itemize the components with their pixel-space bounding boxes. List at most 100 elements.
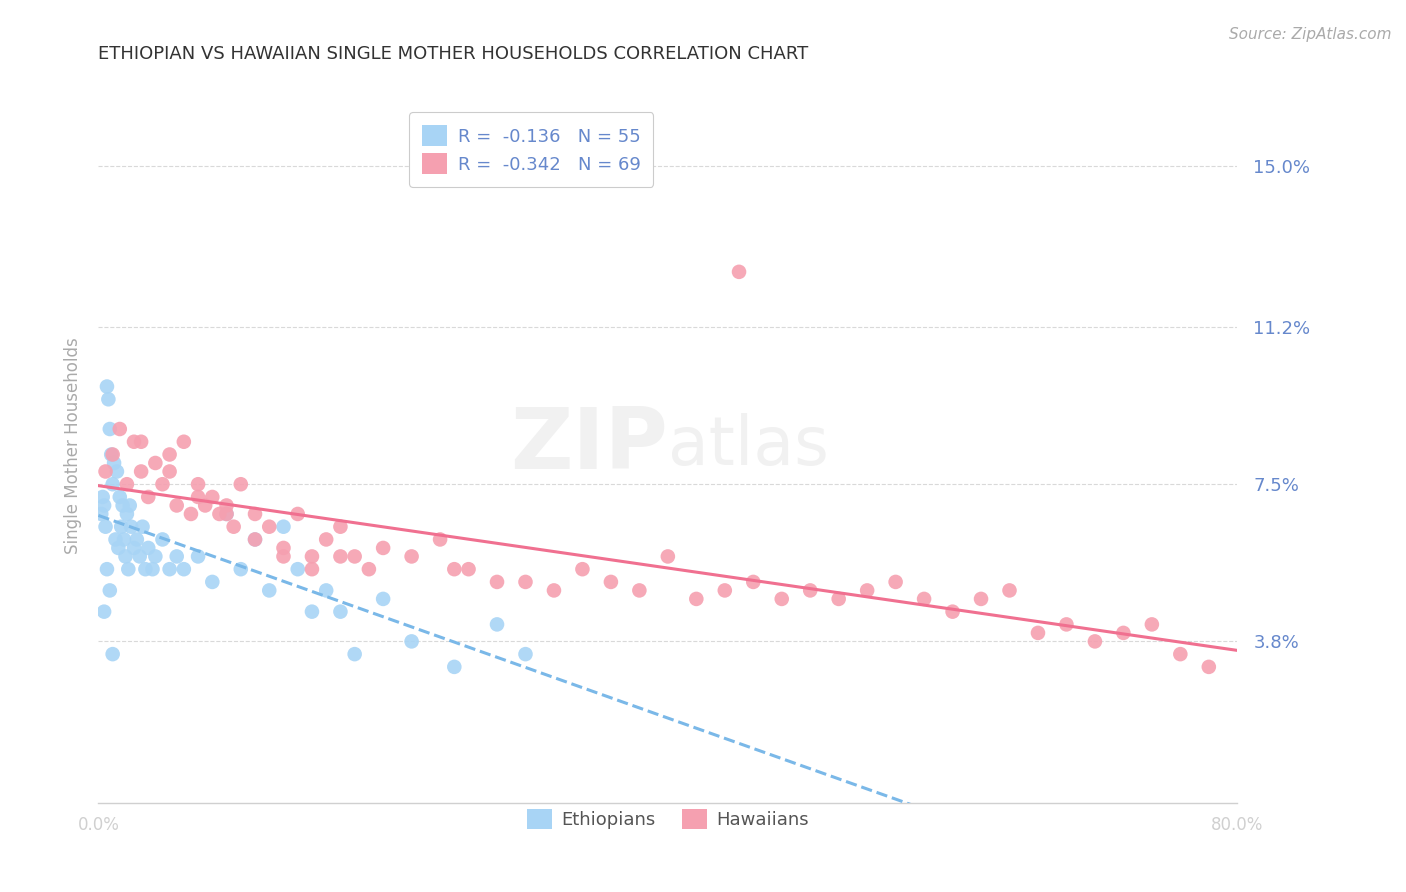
- Point: [657, 549, 679, 564]
- Point: [201, 490, 224, 504]
- Point: [912, 591, 935, 606]
- Point: [145, 549, 167, 564]
- Point: [443, 660, 465, 674]
- Point: [486, 574, 509, 589]
- Point: [129, 465, 152, 479]
- Point: [104, 533, 127, 547]
- Point: [1026, 626, 1049, 640]
- Point: [166, 499, 188, 513]
- Point: [115, 477, 138, 491]
- Point: [429, 533, 451, 547]
- Point: [685, 591, 707, 606]
- Point: [110, 519, 132, 533]
- Point: [105, 465, 128, 479]
- Point: [884, 574, 907, 589]
- Point: [136, 541, 159, 555]
- Point: [1056, 617, 1078, 632]
- Point: [1170, 647, 1192, 661]
- Point: [600, 574, 623, 589]
- Point: [371, 591, 394, 606]
- Point: [114, 549, 136, 564]
- Point: [273, 519, 295, 533]
- Point: [243, 533, 266, 547]
- Point: [287, 507, 309, 521]
- Point: [100, 448, 122, 462]
- Point: [728, 265, 751, 279]
- Point: [108, 422, 131, 436]
- Point: [122, 434, 145, 449]
- Point: [1198, 660, 1220, 674]
- Point: [243, 533, 266, 547]
- Point: [93, 499, 115, 513]
- Point: [301, 562, 323, 576]
- Point: [120, 519, 142, 533]
- Point: [187, 549, 209, 564]
- Point: [173, 434, 195, 449]
- Point: [103, 456, 125, 470]
- Point: [315, 583, 337, 598]
- Point: [166, 549, 188, 564]
- Point: [215, 507, 238, 521]
- Text: ETHIOPIAN VS HAWAIIAN SINGLE MOTHER HOUSEHOLDS CORRELATION CHART: ETHIOPIAN VS HAWAIIAN SINGLE MOTHER HOUS…: [98, 45, 808, 62]
- Point: [107, 541, 129, 555]
- Point: [273, 549, 295, 564]
- Point: [141, 562, 163, 576]
- Point: [222, 519, 245, 533]
- Point: [152, 533, 174, 547]
- Point: [1140, 617, 1163, 632]
- Point: [194, 499, 217, 513]
- Point: [94, 465, 117, 479]
- Point: [122, 541, 145, 555]
- Point: [208, 507, 231, 521]
- Point: [259, 519, 281, 533]
- Text: Source: ZipAtlas.com: Source: ZipAtlas.com: [1229, 27, 1392, 42]
- Point: [401, 634, 423, 648]
- Point: [229, 562, 252, 576]
- Point: [486, 617, 509, 632]
- Point: [118, 499, 141, 513]
- Point: [201, 574, 224, 589]
- Point: [315, 533, 337, 547]
- Point: [96, 562, 118, 576]
- Point: [273, 541, 295, 555]
- Point: [329, 549, 352, 564]
- Point: [187, 477, 209, 491]
- Legend: Ethiopians, Hawaiians: Ethiopians, Hawaiians: [519, 801, 817, 837]
- Point: [828, 591, 851, 606]
- Point: [215, 507, 238, 521]
- Point: [998, 583, 1021, 598]
- Point: [443, 562, 465, 576]
- Point: [187, 490, 209, 504]
- Point: [173, 562, 195, 576]
- Point: [770, 591, 793, 606]
- Point: [259, 583, 281, 598]
- Point: [287, 562, 309, 576]
- Point: [145, 456, 167, 470]
- Point: [457, 562, 479, 576]
- Point: [243, 507, 266, 521]
- Point: [799, 583, 821, 598]
- Text: atlas: atlas: [668, 413, 828, 479]
- Point: [101, 448, 124, 462]
- Point: [108, 490, 131, 504]
- Point: [515, 574, 537, 589]
- Point: [93, 605, 115, 619]
- Point: [229, 477, 252, 491]
- Point: [94, 519, 117, 533]
- Point: [371, 541, 394, 555]
- Point: [115, 507, 138, 521]
- Point: [90, 507, 112, 521]
- Point: [98, 422, 121, 436]
- Point: [159, 465, 181, 479]
- Point: [543, 583, 565, 598]
- Point: [343, 647, 366, 661]
- Point: [152, 477, 174, 491]
- Point: [742, 574, 765, 589]
- Text: ZIP: ZIP: [510, 404, 668, 488]
- Y-axis label: Single Mother Households: Single Mother Households: [63, 338, 82, 554]
- Point: [134, 562, 156, 576]
- Point: [91, 490, 114, 504]
- Point: [515, 647, 537, 661]
- Point: [401, 549, 423, 564]
- Point: [111, 499, 134, 513]
